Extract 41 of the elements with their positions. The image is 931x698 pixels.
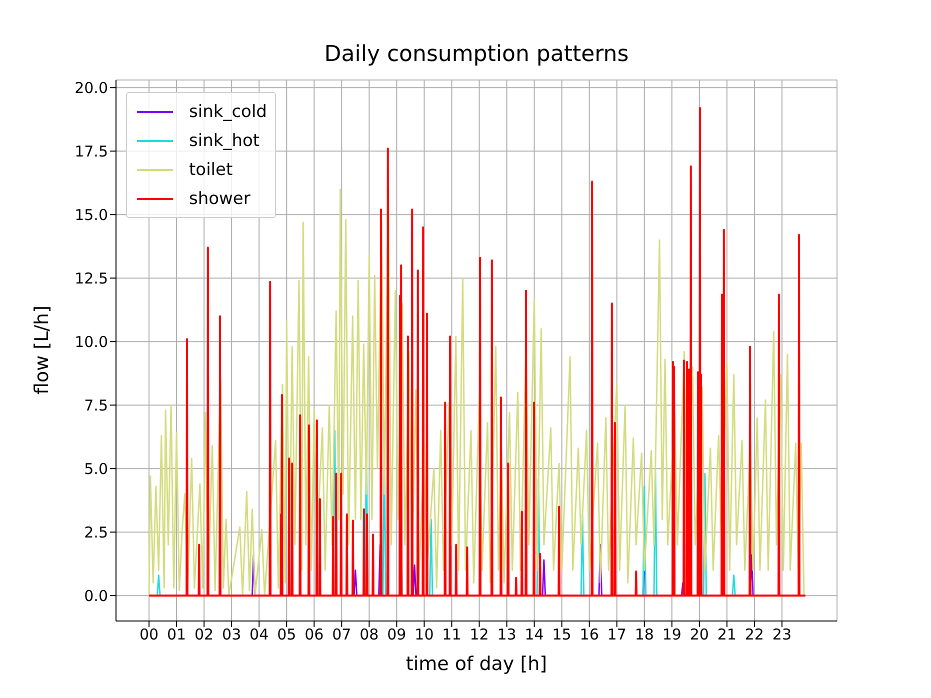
x-tick-label: 07 [332,626,352,644]
x-tick-label: 12 [470,626,489,644]
y-tick-label: 20.0 [74,78,108,97]
x-tick-label: 03 [222,626,242,644]
y-tick-label: 12.5 [74,269,108,288]
x-tick-label: 18 [634,626,654,644]
legend-label: sink_hot [189,130,260,150]
x-tick-label: 01 [166,626,186,644]
x-tick-label: 21 [717,626,736,644]
y-tick-label: 2.5 [84,523,108,542]
y-tick-label: 7.5 [84,396,108,414]
legend-label: toilet [189,160,233,180]
x-tick-label: 20 [690,626,709,644]
x-tick-label: 02 [194,626,214,644]
x-tick-label: 14 [524,626,544,644]
y-tick-label: 17.5 [74,142,108,160]
y-tick-label: 10.0 [74,332,108,351]
x-tick-label: 00 [139,626,159,644]
x-tick-label: 06 [304,626,324,644]
x-tick-label: 09 [387,626,406,644]
x-tick-label: 19 [662,626,682,644]
y-tick-label: 5.0 [84,460,108,478]
x-tick-label: 13 [497,626,516,644]
x-tick-label: 11 [442,626,462,644]
line-series [148,188,805,596]
x-tick-label: 22 [744,626,764,644]
y-axis-title: flow [L/h] [31,304,53,396]
x-tick-label: 16 [580,626,599,644]
chart-title: Daily consumption patterns [323,42,630,67]
x-tick-label: 05 [277,626,296,644]
x-tick-label: 17 [607,626,626,644]
legend-label: sink_cold [189,102,267,122]
x-tick-label: 04 [250,626,269,644]
y-tick-label: 0.0 [84,586,108,605]
x-axis-title: time of day [h] [404,653,548,675]
x-tick-label: 15 [552,626,572,644]
y-tick-label: 15.0 [74,206,108,224]
x-tick-label: 10 [414,626,434,644]
legend-label: shower [189,188,250,208]
x-tick-label: 23 [772,626,792,644]
x-tick-label: 08 [360,626,379,644]
